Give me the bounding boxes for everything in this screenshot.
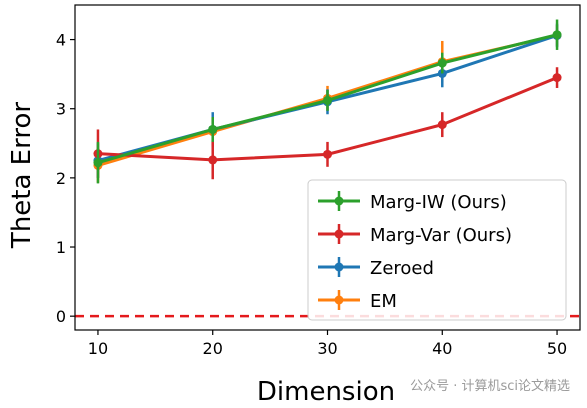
legend-item: Marg-Var (Ours) — [318, 224, 512, 246]
x-tick-label: 40 — [432, 339, 452, 358]
legend-item: EM — [318, 290, 397, 312]
x-tick-label: 20 — [203, 339, 223, 358]
legend: Marg-IW (Ours) Marg-Var (Ours) Zeroed EM — [307, 179, 567, 321]
legend-swatch-marker — [334, 295, 344, 305]
data-point — [437, 58, 447, 68]
x-tick-label: 30 — [317, 339, 337, 358]
series-marg-iw-ours — [93, 19, 562, 184]
data-point — [208, 155, 218, 165]
data-point — [323, 95, 332, 105]
legend-swatch-marker — [334, 196, 344, 206]
legend-box — [307, 179, 567, 321]
legend-label: Marg-IW (Ours) — [370, 192, 507, 213]
data-point — [552, 30, 562, 40]
series-layer — [93, 19, 562, 184]
axes-layer: 10 20 30 40 50 0 1 2 3 4 — [56, 4, 581, 358]
legend-label: Zeroed — [370, 258, 434, 279]
series-marg-var-ours — [93, 67, 562, 180]
legend-item: Zeroed — [318, 257, 434, 279]
legend-swatch-marker — [334, 229, 344, 239]
legend-swatch-marker — [334, 262, 344, 272]
y-axis-label: Theta Error — [7, 102, 37, 249]
x-tick-label: 50 — [547, 339, 567, 358]
y-tick-label: 2 — [56, 169, 66, 188]
data-point — [93, 158, 103, 168]
data-point — [437, 120, 447, 130]
y-tick-label: 4 — [56, 31, 66, 50]
y-tick-label: 0 — [56, 307, 66, 326]
data-point — [208, 124, 218, 134]
legend-label: EM — [370, 291, 397, 312]
legend-label: Marg-Var (Ours) — [370, 225, 512, 246]
legend-item: Marg-IW (Ours) — [318, 191, 507, 213]
data-point — [323, 149, 332, 159]
watermark-text: 公众号 · 计算机sci论文精选 — [410, 379, 570, 394]
y-tick-label: 3 — [56, 100, 66, 119]
data-point — [552, 73, 562, 83]
x-axis-label: Dimension — [257, 377, 395, 407]
x-tick-label: 10 — [88, 339, 108, 358]
y-tick-label: 1 — [56, 238, 66, 257]
